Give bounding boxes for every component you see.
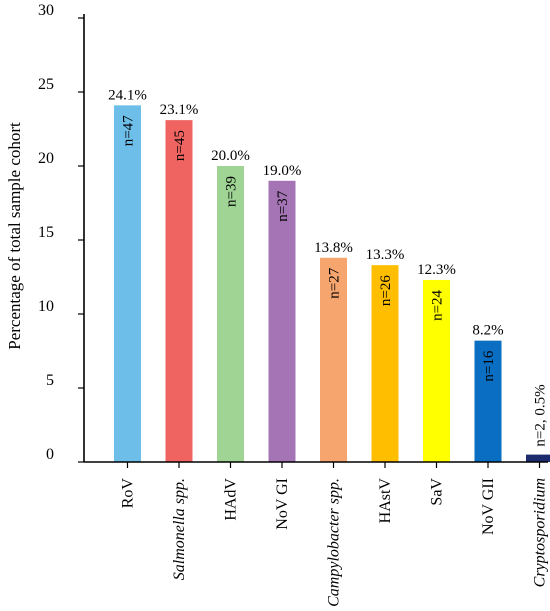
bars-group bbox=[114, 105, 550, 463]
n-label-sav: n=24 bbox=[430, 289, 446, 320]
n-label-campylobacter-spp: n=27 bbox=[327, 267, 343, 298]
n-label-nov-gii: n=16 bbox=[481, 350, 497, 381]
n-label-salmonella-spp: n=45 bbox=[172, 130, 188, 161]
y-tick-label-5: 5 bbox=[46, 372, 54, 389]
value-label-campylobacter-spp: 13.8% bbox=[314, 240, 353, 256]
x-axis: RoV Salmonella spp. HAdV NoV GI Campylobacte… bbox=[84, 461, 549, 607]
bar-nov-gii bbox=[474, 340, 502, 462]
y-tick-label-30: 30 bbox=[38, 2, 54, 19]
y-tick-label-10: 10 bbox=[38, 298, 54, 315]
x-tick-label-rov: RoV bbox=[120, 478, 137, 509]
bar-sav bbox=[423, 279, 450, 462]
value-label-sav: 12.3% bbox=[417, 262, 456, 278]
x-tick-label-salmonella-spp: Salmonella spp. bbox=[171, 478, 188, 580]
bar-hastv bbox=[371, 265, 399, 462]
bar-salmonella-spp bbox=[165, 120, 193, 463]
y-tick-label-20: 20 bbox=[38, 150, 54, 167]
n-label-hadv: n=39 bbox=[224, 176, 240, 207]
x-tick-label-hastv: HAstV bbox=[377, 478, 394, 524]
x-tick-label-cryptosporidium: Cryptosporidium bbox=[532, 478, 549, 587]
value-label-rov: 24.1% bbox=[108, 87, 147, 103]
y-tick-label-0: 0 bbox=[46, 446, 54, 463]
bar-campylobacter-spp bbox=[320, 257, 347, 462]
value-label-salmonella-spp: 23.1% bbox=[160, 102, 199, 118]
y-tick-label-25: 25 bbox=[38, 76, 54, 93]
x-tick-label-sav: SaV bbox=[429, 478, 446, 506]
n-label-nov-gi: n=37 bbox=[275, 190, 291, 221]
bar-rov bbox=[114, 105, 141, 462]
n-label-rov: n=47 bbox=[121, 115, 137, 146]
n-label-hastv: n=26 bbox=[378, 275, 394, 306]
x-tick-label-nov-gii: NoV GII bbox=[480, 478, 497, 535]
n-labels-group: n=47 n=45 n=39 n=37 n=27 n=26 n=24 n=16 n=2, 0.5… bbox=[121, 115, 549, 447]
value-label-hastv: 13.3% bbox=[366, 247, 405, 263]
x-tick-label-campylobacter-spp: Campylobacter spp. bbox=[326, 478, 343, 607]
y-axis-title: Percentage of total sample cohort bbox=[5, 122, 24, 350]
x-tick-label-nov-gi: NoV GI bbox=[274, 478, 291, 530]
bar-cryptosporidium bbox=[526, 454, 550, 462]
value-labels-group: 24.1% 23.1% 20.0% 19.0% 13.8% 13.3% 12.3% 8.2% bbox=[108, 87, 504, 338]
value-label-nov-gi: 19.0% bbox=[263, 163, 302, 179]
bar-nov-gi bbox=[268, 180, 296, 463]
bar-hadv bbox=[217, 166, 244, 462]
value-label-nov-gii: 8.2% bbox=[472, 323, 503, 339]
value-label-hadv: 20.0% bbox=[211, 148, 250, 164]
x-tick-label-hadv: HAdV bbox=[223, 478, 240, 521]
y-tick-label-15: 15 bbox=[38, 224, 54, 241]
y-axis: 0 5 10 15 20 25 30 bbox=[38, 2, 85, 463]
n-label-cryptosporidium: n=2, 0.5% bbox=[533, 384, 549, 446]
